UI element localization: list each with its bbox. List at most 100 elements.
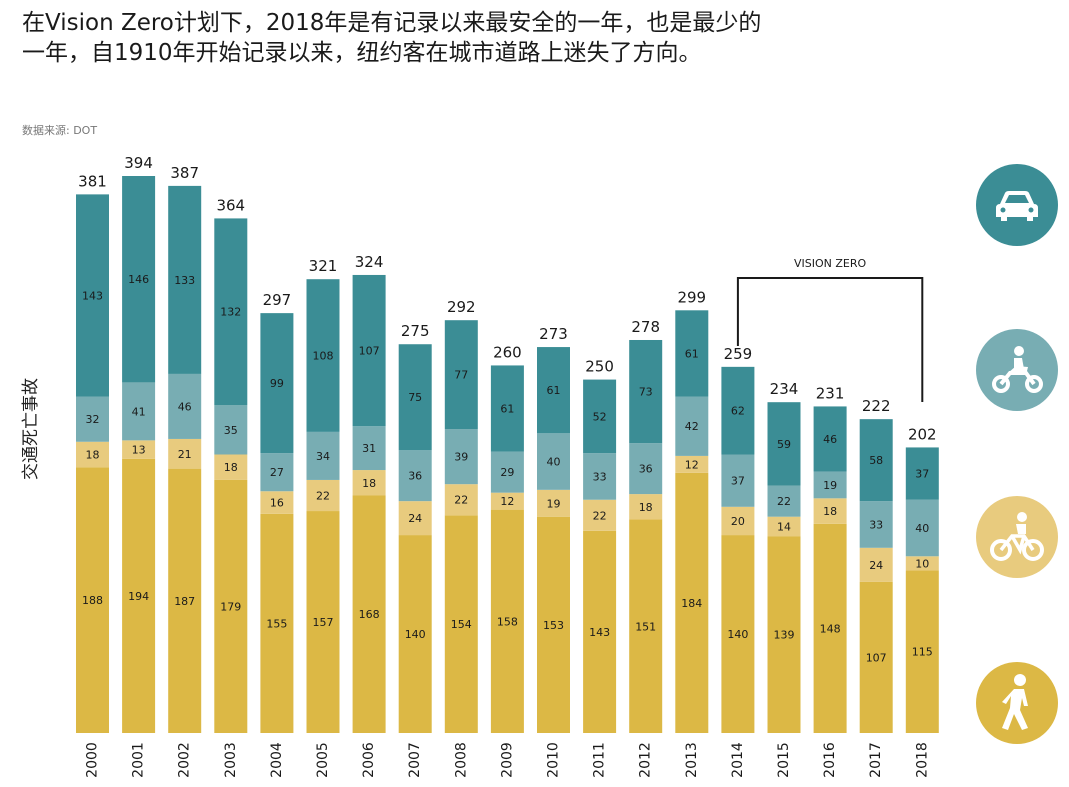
segment-value-label: 107 (866, 651, 887, 664)
bar-segment-cyclist (813, 498, 847, 524)
segment-value-label: 24 (408, 512, 422, 525)
segment-value-label: 107 (359, 345, 380, 358)
x-tick-label: 2000 (85, 742, 101, 778)
bar-segment-motorcyclist (905, 499, 939, 557)
bar-segment-pedestrian (813, 523, 847, 733)
segment-value-label: 18 (823, 505, 837, 518)
segment-value-label: 59 (777, 438, 791, 451)
bar-total-label: 259 (724, 345, 753, 363)
segment-value-label: 187 (174, 595, 195, 608)
bar-total-label: 381 (78, 172, 107, 190)
segment-value-label: 42 (685, 420, 699, 433)
bar-segment-cyclist (352, 470, 386, 496)
bar-segment-motorcyclist (767, 485, 801, 517)
bar-total-label: 202 (908, 425, 937, 443)
segment-value-label: 139 (774, 629, 795, 642)
x-tick-label: 2007 (407, 742, 423, 778)
bar-segment-motorcyclist (629, 443, 663, 495)
bar-total-label: 292 (447, 298, 476, 316)
segment-value-label: 22 (593, 509, 607, 522)
segment-value-label: 34 (316, 450, 330, 463)
x-tick-label: 2016 (822, 742, 838, 778)
segment-value-label: 29 (500, 466, 514, 479)
bar-segment-motorist (721, 366, 755, 455)
bar-segment-motorcyclist (168, 373, 202, 439)
segment-value-label: 77 (454, 369, 468, 382)
bar-segment-cyclist (905, 556, 939, 571)
segment-value-label: 75 (408, 391, 422, 404)
segment-value-label: 20 (731, 515, 745, 528)
segment-value-label: 168 (359, 608, 380, 621)
bicycle-icon (976, 496, 1058, 578)
segment-value-label: 19 (823, 479, 837, 492)
bar-segment-motorist (260, 313, 294, 454)
bar-segment-pedestrian (721, 535, 755, 733)
bar-segment-motorist (76, 194, 109, 397)
bar-segment-motorist (859, 419, 893, 502)
bar-segment-cyclist (675, 455, 709, 473)
bar-segment-motorist (813, 406, 847, 472)
segment-value-label: 18 (639, 501, 653, 514)
bar-segment-pedestrian (490, 509, 524, 733)
bar-segment-motorist (122, 176, 156, 383)
segment-value-label: 16 (270, 497, 284, 510)
bar-segment-pedestrian (168, 468, 202, 733)
bar-segment-motorcyclist (675, 396, 709, 456)
segment-value-label: 133 (174, 274, 195, 287)
bar-segment-cyclist (122, 440, 156, 459)
bar-segment-motorist (214, 218, 248, 406)
x-tick-label: 2017 (868, 742, 884, 778)
x-tick-label: 2005 (315, 742, 331, 778)
bar-segment-motorist (352, 274, 386, 427)
bar-segment-motorcyclist (859, 501, 893, 548)
bar-segment-motorist (306, 279, 340, 432)
bar-segment-motorcyclist (398, 450, 432, 502)
bar-segment-pedestrian (260, 513, 294, 733)
bar-segment-pedestrian (675, 472, 709, 733)
segment-value-label: 143 (82, 289, 103, 302)
segment-value-label: 155 (266, 617, 287, 630)
segment-value-label: 61 (547, 384, 561, 397)
bar-segment-motorist (398, 344, 432, 451)
bar-segment-cyclist (398, 501, 432, 536)
bar-segment-cyclist (214, 454, 248, 480)
bar-total-label: 260 (493, 343, 522, 361)
segment-value-label: 157 (313, 616, 334, 629)
segment-value-label: 194 (128, 590, 149, 603)
bar-segment-motorcyclist (537, 433, 570, 490)
bar-segment-pedestrian (537, 516, 570, 733)
segment-value-label: 22 (316, 489, 330, 502)
segment-value-label: 158 (497, 615, 518, 628)
segment-value-label: 24 (869, 559, 883, 572)
bar-segment-pedestrian (629, 519, 663, 733)
bar-segment-cyclist (306, 479, 340, 512)
segment-value-label: 39 (454, 451, 468, 464)
bar-segment-cyclist (629, 494, 663, 520)
segment-value-label: 21 (178, 448, 192, 461)
bar-segment-motorcyclist (583, 453, 617, 500)
segment-value-label: 12 (685, 458, 699, 471)
x-tick-label: 2013 (684, 742, 700, 778)
bar-segment-cyclist (859, 547, 893, 582)
segment-value-label: 27 (270, 466, 284, 479)
bar-segment-motorcyclist (444, 429, 478, 485)
segment-value-label: 13 (132, 444, 146, 457)
vision-zero-bracket (736, 277, 924, 402)
x-tick-label: 2014 (730, 742, 746, 778)
segment-value-label: 36 (408, 470, 422, 483)
segment-value-label: 33 (593, 470, 607, 483)
bar-segment-cyclist (583, 499, 617, 531)
bar-total-label: 364 (216, 196, 245, 214)
segment-value-label: 37 (915, 468, 929, 481)
segment-value-label: 146 (128, 273, 149, 286)
segment-value-label: 41 (132, 405, 146, 418)
segment-value-label: 61 (685, 347, 699, 360)
segment-value-label: 14 (777, 521, 791, 534)
bar-segment-motorist (537, 347, 570, 434)
segment-value-label: 151 (635, 620, 656, 633)
bar-segment-cyclist (537, 489, 570, 517)
segment-value-label: 73 (639, 386, 653, 399)
bar-total-label: 387 (170, 164, 199, 182)
data-source: 数据来源: DOT (22, 124, 98, 137)
segment-value-label: 22 (454, 494, 468, 507)
